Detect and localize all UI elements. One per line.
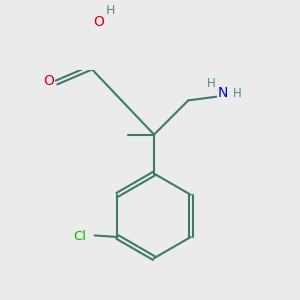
Text: N: N [217, 86, 228, 100]
Text: H: H [207, 77, 215, 90]
Text: Cl: Cl [74, 230, 86, 243]
Text: O: O [93, 14, 104, 28]
Text: H: H [232, 87, 242, 100]
Text: H: H [106, 4, 115, 16]
Text: O: O [43, 74, 54, 88]
